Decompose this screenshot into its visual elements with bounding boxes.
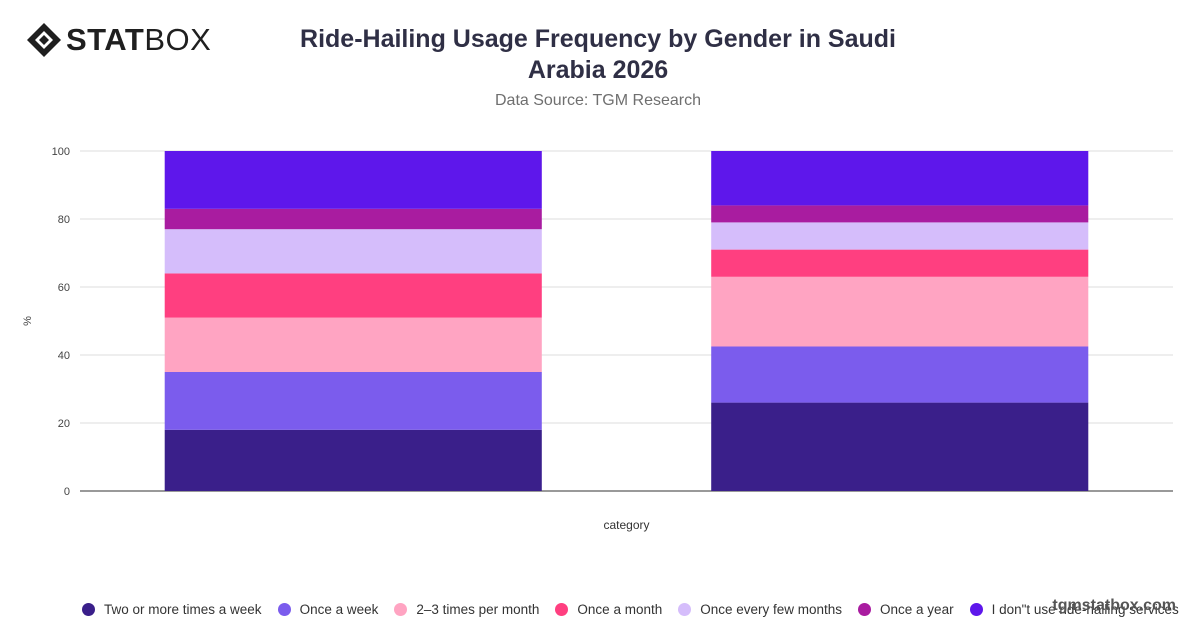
y-axis-label: %	[22, 316, 34, 326]
chart-subtitle: Data Source: TGM Research	[494, 92, 701, 109]
bar-segment	[711, 205, 1089, 223]
legend-label: Once every few months	[700, 602, 843, 617]
bar-segment	[711, 276, 1089, 347]
bar-segment	[164, 429, 542, 491]
bar-segment	[711, 222, 1089, 250]
bar-segment	[164, 229, 542, 274]
y-tick-label: 0	[64, 486, 70, 498]
legend-item[interactable]: I don"t use ride-hailing services	[969, 602, 1179, 617]
legend-swatch	[678, 603, 692, 616]
bar-segment	[164, 317, 542, 372]
legend-item[interactable]: Once a week	[277, 602, 379, 617]
logo-bold-text: STAT	[66, 22, 145, 57]
legend-label: Once a month	[577, 602, 663, 617]
diamond-logo-icon	[27, 23, 61, 57]
bar-segment	[164, 151, 542, 209]
bar-segment	[711, 249, 1089, 277]
x-axis-label: category	[603, 518, 649, 532]
statbox-logo: STATBOX	[26, 22, 211, 58]
legend-item[interactable]: Two or more times a week	[82, 602, 262, 617]
legend-item[interactable]: 2–3 times per month	[394, 602, 539, 617]
legend-swatch	[82, 603, 95, 616]
chart-legend: Two or more times a week Once a week 2–3 t…	[82, 602, 1195, 617]
y-tick-label: 20	[58, 418, 70, 430]
axis-layer: 0 20 40 60 80 100% category	[22, 146, 650, 532]
y-tick-label: 60	[58, 282, 70, 294]
y-tick-label: 100	[52, 146, 70, 158]
legend-swatch	[969, 603, 983, 616]
logo-wordmark: STATBOX	[66, 22, 211, 58]
legend-label: I don"t use ride-hailing services	[991, 602, 1179, 617]
legend-label: Two or more times a week	[104, 602, 262, 617]
legend-swatch	[858, 603, 872, 616]
legend-swatch	[277, 603, 291, 616]
logo-light-text: BOX	[144, 22, 212, 57]
legend-item[interactable]: Once every few months	[678, 602, 842, 617]
y-tick-label: 80	[58, 214, 70, 226]
legend-swatch	[555, 603, 569, 616]
legend-swatch	[394, 603, 408, 616]
chart-title: Ride-Hailing Usage Frequency by Gender i…	[300, 25, 896, 84]
legend-item[interactable]: Once a year	[858, 602, 954, 617]
bars-layer	[164, 151, 1089, 491]
legend-item[interactable]: Once a month	[555, 602, 662, 617]
watermark: tgmstatbox.com	[1052, 597, 1176, 614]
bar-segment	[164, 372, 542, 430]
legend-label: 2–3 times per month	[416, 602, 540, 617]
bar-segment	[711, 402, 1089, 491]
legend-label: Once a year	[880, 602, 954, 617]
bar-segment	[711, 151, 1089, 206]
bar-segment	[164, 208, 542, 230]
y-tick-label: 40	[58, 350, 70, 362]
bar-segment	[164, 273, 542, 318]
bar-segment	[711, 346, 1089, 403]
legend-label: Once a week	[299, 602, 379, 617]
